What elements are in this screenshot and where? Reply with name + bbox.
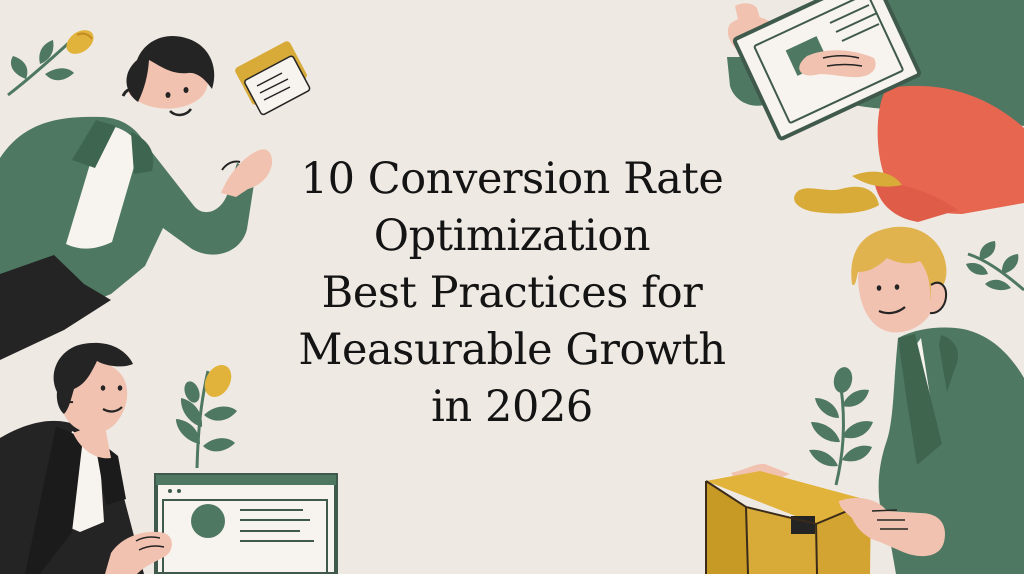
person-with-box-icon (705, 226, 1024, 574)
bottom-left-plant-icon (176, 364, 237, 469)
headline-line-4: Measurable Growth (298, 325, 726, 375)
headline-line-2: Optimization (373, 211, 651, 261)
person-with-monitor-icon (0, 342, 338, 574)
headline-line-5: in 2026 (431, 382, 593, 432)
person-with-document-icon (727, 0, 1024, 222)
headline-line-3: Best Practices for (321, 268, 703, 318)
middle-right-plant-icon (809, 367, 873, 486)
page-headline: 10 Conversion Rate Optimization Best Pra… (262, 151, 762, 436)
right-plant-icon (966, 241, 1024, 292)
person-with-card-icon (0, 35, 311, 360)
top-left-plant-icon (7, 30, 94, 97)
headline-line-1: 10 Conversion Rate (300, 154, 724, 204)
